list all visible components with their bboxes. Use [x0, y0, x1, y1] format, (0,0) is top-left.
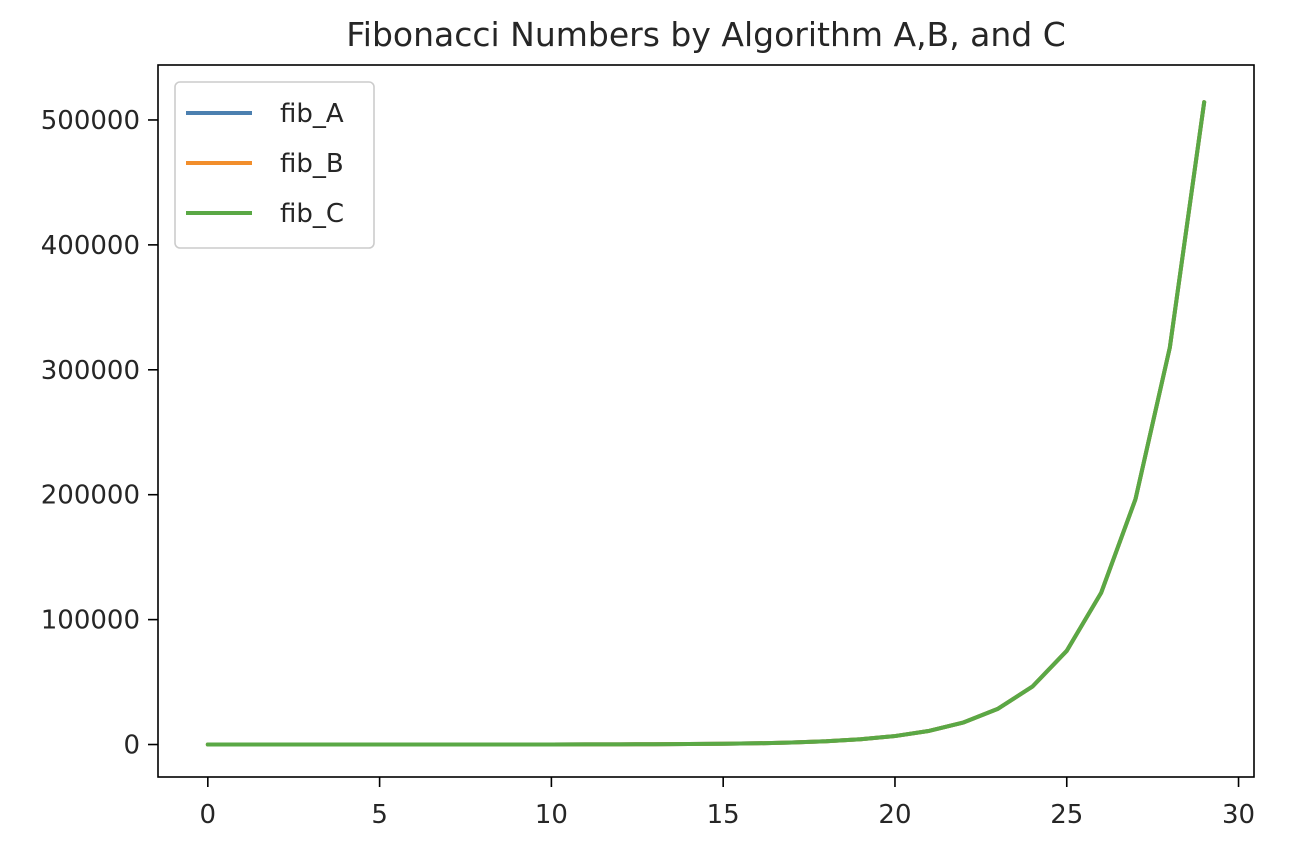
legend-box — [174, 81, 375, 249]
y-axis: 0 100000 200000 300000 400000 500000 — [41, 106, 158, 761]
y-tick-label: 400000 — [41, 231, 140, 261]
legend-label: fib_B — [280, 149, 344, 179]
y-tick-label: 100000 — [41, 606, 140, 636]
plot-area-frame — [157, 64, 1255, 778]
x-tick-label: 0 — [200, 800, 217, 830]
y-tick-label: 500000 — [41, 106, 140, 136]
y-tick-label: 200000 — [41, 481, 140, 511]
series-lines — [205, 100, 1207, 747]
x-tick-label: 5 — [371, 800, 388, 830]
x-tick-label: 15 — [707, 800, 740, 830]
legend-label: fib_A — [280, 99, 344, 129]
legend-label: fib_C — [280, 199, 344, 229]
x-tick-label: 10 — [535, 800, 568, 830]
x-tick-label: 20 — [878, 800, 911, 830]
x-tick-label: 30 — [1222, 800, 1255, 830]
legend: fib_A fib_B fib_C — [174, 81, 375, 249]
x-tick-label: 25 — [1050, 800, 1083, 830]
series-line-fib-c — [205, 100, 1207, 747]
chart-title: Fibonacci Numbers by Algorithm A,B, and … — [346, 15, 1066, 54]
y-tick-label: 0 — [123, 731, 140, 761]
x-axis: 0 5 10 15 20 25 30 — [200, 777, 1255, 830]
y-tick-label: 300000 — [41, 356, 140, 386]
